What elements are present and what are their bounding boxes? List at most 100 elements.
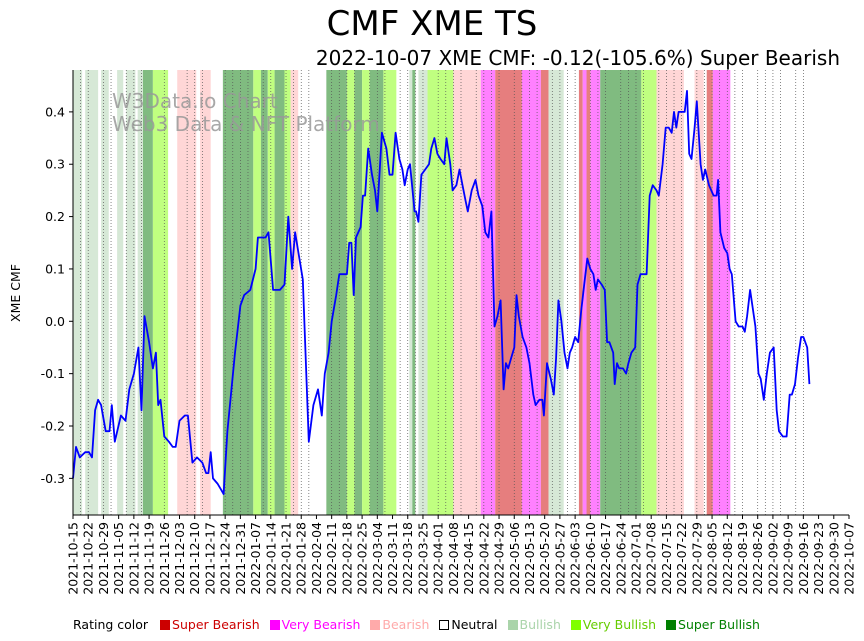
x-tick-label: 2022-06-10 — [583, 522, 598, 595]
x-tick-label: 2022-04-08 — [446, 522, 461, 595]
x-tick-label: 2021-10-22 — [81, 522, 96, 595]
rating-band — [540, 70, 549, 515]
x-tick-label: 2022-08-12 — [720, 522, 735, 595]
x-tick-label: 2022-08-05 — [705, 522, 720, 595]
y-tick-label: 0.0 — [45, 314, 65, 329]
rating-band — [260, 70, 268, 515]
rating-band — [694, 70, 704, 515]
rating-band — [73, 70, 83, 515]
x-tick-label: 2021-10-29 — [96, 522, 111, 595]
rating-band — [152, 70, 169, 515]
y-tick-label: 0.4 — [45, 104, 65, 119]
x-tick-label: 2022-03-11 — [385, 522, 400, 595]
y-tick-label: 0.2 — [45, 209, 65, 224]
x-tick-label: 2022-06-24 — [613, 522, 628, 595]
x-tick-label: 2022-02-11 — [324, 522, 339, 595]
legend-swatch — [507, 620, 518, 630]
x-tick-label: 2022-07-29 — [689, 522, 704, 595]
y-tick-label: 0.1 — [45, 261, 65, 276]
rating-legend: Rating color Super Bearish Very Bearish Be… — [73, 617, 766, 632]
legend-item-label: Bullish — [519, 617, 561, 632]
x-tick-label: 2021-12-24 — [218, 522, 233, 595]
legend-label: Rating color — [73, 617, 149, 632]
legend-swatch — [370, 620, 381, 630]
rating-band — [362, 70, 370, 515]
rating-band — [586, 70, 591, 515]
x-axis: 2021-10-15 2021-10-22 2021-10-29 2021-11-05… — [66, 515, 857, 595]
rating-band — [582, 70, 587, 515]
rating-band — [578, 70, 583, 515]
watermark: W3Data.io Chart Web3 Data & NFT Platform — [112, 89, 380, 136]
rating-band — [101, 70, 109, 515]
x-tick-label: 2022-01-14 — [263, 522, 278, 595]
watermark-line-1: W3Data.io Chart — [112, 89, 278, 113]
x-tick-label: 2022-05-27 — [552, 522, 567, 595]
x-tick-label: 2021-12-03 — [172, 522, 187, 595]
legend-item: Bullish — [507, 617, 563, 632]
legend-item-label: Very Bullish — [582, 617, 657, 632]
legend-item-label: Super Bearish — [172, 617, 260, 632]
y-axis-label: XME CMF — [8, 264, 23, 322]
rating-band — [290, 70, 299, 515]
x-tick-label: 2022-06-17 — [598, 522, 613, 595]
x-tick-label: 2022-09-02 — [765, 522, 780, 595]
legend-swatch — [570, 620, 581, 630]
rating-band — [712, 70, 731, 515]
rating-band — [427, 70, 454, 515]
rating-band — [284, 70, 291, 515]
y-tick-label: -0.1 — [41, 366, 65, 381]
rating-band — [85, 70, 99, 515]
legend-item: Super Bullish — [666, 617, 762, 632]
rating-band — [346, 70, 355, 515]
x-tick-label: 2022-04-01 — [431, 522, 446, 595]
legend-item: Super Bearish — [160, 617, 262, 632]
x-tick-label: 2022-02-18 — [339, 522, 354, 595]
rating-band — [590, 70, 601, 515]
legend-item-label: Neutral — [451, 617, 498, 632]
legend-swatch — [269, 620, 280, 630]
x-tick-label: 2022-05-13 — [522, 522, 537, 595]
rating-band — [142, 70, 153, 515]
rating-band — [274, 70, 285, 515]
x-tick-label: 2022-04-29 — [492, 522, 507, 595]
x-tick-label: 2021-10-15 — [66, 522, 81, 595]
x-tick-label: 2022-02-25 — [355, 522, 370, 595]
chart-subtitle: 2022-10-07 XME CMF: -0.12(-105.6%) Super… — [315, 46, 840, 70]
watermark-line-2: Web3 Data & NFT Platform — [112, 112, 380, 136]
legend-item-label: Super Bullish — [678, 617, 760, 632]
cmf-line — [72, 90, 811, 495]
x-tick-label: 2021-12-10 — [187, 522, 202, 595]
x-tick-label: 2022-07-22 — [674, 522, 689, 595]
rating-band — [412, 70, 416, 515]
rating-band — [137, 70, 143, 515]
x-tick-label: 2022-07-01 — [628, 522, 643, 595]
legend-item: Very Bullish — [570, 617, 658, 632]
rating-band — [222, 70, 254, 515]
x-tick-label: 2021-11-26 — [157, 522, 172, 595]
legend-swatch — [439, 620, 450, 630]
chart-title: CMF XME TS — [326, 4, 538, 44]
x-tick-label: 2022-03-18 — [400, 522, 415, 595]
rating-band — [354, 70, 363, 515]
rating-band — [200, 70, 211, 515]
rating-bands — [73, 70, 731, 515]
x-tick-label: 2022-01-21 — [279, 522, 294, 595]
x-tick-label: 2022-08-26 — [750, 522, 765, 595]
rating-band — [253, 70, 261, 515]
x-tick-label: 2022-05-06 — [507, 522, 522, 595]
x-tick-label: 2022-10-07 — [842, 522, 857, 595]
legend-swatch — [160, 620, 171, 630]
rating-band — [521, 70, 541, 515]
x-tick-label: 2022-02-04 — [309, 522, 324, 595]
legend-item: Neutral — [439, 617, 499, 632]
x-tick-label: 2022-09-30 — [826, 522, 841, 595]
x-tick-label: 2022-01-07 — [248, 522, 263, 595]
x-tick-label: 2021-11-12 — [126, 522, 141, 595]
x-tick-label: 2021-11-05 — [111, 522, 126, 595]
y-axis: -0.3 -0.2 -0.1 0.0 0.1 0.2 0.3 0.4 — [41, 104, 73, 486]
rating-band — [656, 70, 684, 515]
legend-item: Bearish — [370, 617, 431, 632]
x-tick-label: 2021-11-19 — [142, 522, 157, 595]
legend-swatch — [666, 620, 677, 630]
